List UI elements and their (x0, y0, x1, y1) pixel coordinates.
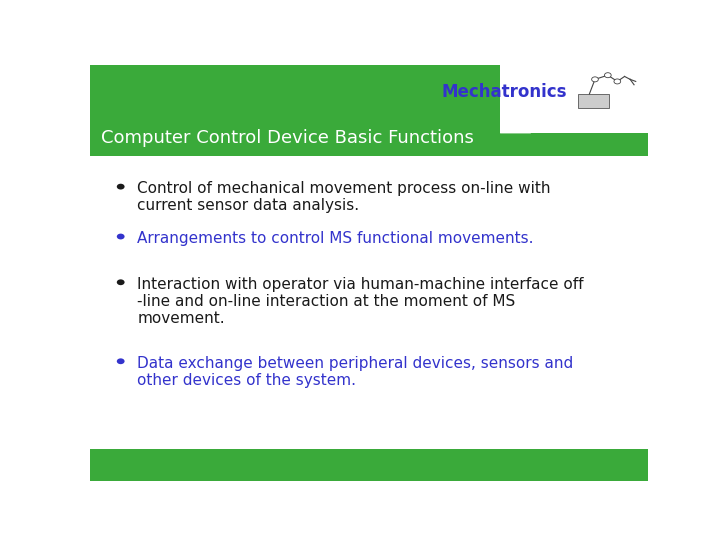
Polygon shape (90, 65, 648, 156)
Text: -line and on-line interaction at the moment of MS: -line and on-line interaction at the mom… (138, 294, 516, 309)
Polygon shape (90, 449, 648, 481)
FancyBboxPatch shape (578, 94, 609, 109)
Circle shape (117, 359, 125, 364)
Polygon shape (500, 65, 648, 133)
Circle shape (117, 184, 125, 190)
Circle shape (117, 234, 125, 239)
Text: movement.: movement. (138, 311, 225, 326)
Text: Mechatronics: Mechatronics (441, 83, 567, 101)
Circle shape (605, 73, 611, 78)
Text: current sensor data analysis.: current sensor data analysis. (138, 198, 359, 213)
Text: other devices of the system.: other devices of the system. (138, 373, 356, 388)
Text: Control of mechanical movement process on-line with: Control of mechanical movement process o… (138, 181, 551, 196)
Circle shape (614, 79, 621, 84)
Circle shape (592, 77, 598, 82)
Text: Interaction with operator via human-machine interface off: Interaction with operator via human-mach… (138, 277, 584, 292)
Text: Data exchange between peripheral devices, sensors and: Data exchange between peripheral devices… (138, 356, 574, 371)
Text: Computer Control Device Basic Functions: Computer Control Device Basic Functions (101, 129, 474, 146)
Wedge shape (500, 111, 531, 133)
Text: Arrangements to control MS functional movements.: Arrangements to control MS functional mo… (138, 231, 534, 246)
Circle shape (117, 279, 125, 285)
